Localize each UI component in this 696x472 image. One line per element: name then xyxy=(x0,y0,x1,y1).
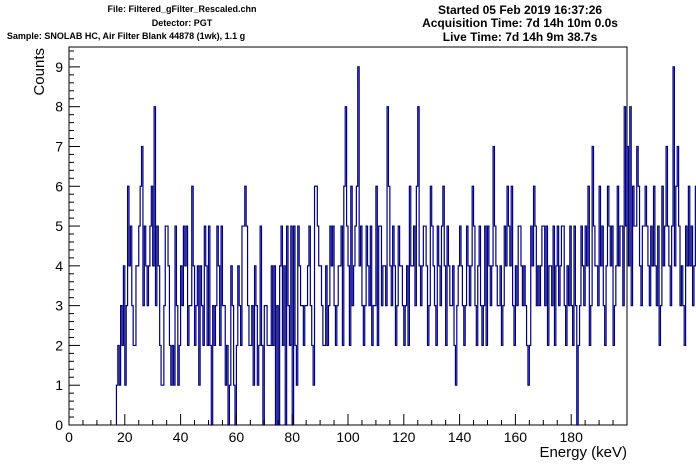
y-tick-label: 0 xyxy=(55,417,63,433)
x-axis-label: Energy (keV) xyxy=(539,444,627,461)
x-tick-label: 100 xyxy=(336,429,360,445)
x-tick-label: 80 xyxy=(284,429,300,445)
y-tick-label: 8 xyxy=(55,99,63,115)
detector-label: Detector: PGT xyxy=(151,18,213,28)
y-tick-label: 9 xyxy=(55,59,63,75)
x-tick-label: 0 xyxy=(65,429,73,445)
started-label: Started 05 Feb 2019 16:37:26 xyxy=(437,3,603,17)
x-tick-label: 120 xyxy=(392,429,416,445)
file-label: File: Filtered_gFilter_Rescaled.chn xyxy=(107,4,257,14)
acquisition-time-label: Acquisition Time: 7d 14h 10m 0.0s xyxy=(422,16,618,30)
live-time-label: Live Time: 7d 14h 9m 38.7s xyxy=(442,30,598,44)
y-tick-label: 2 xyxy=(55,337,63,353)
spectrum-line xyxy=(115,66,696,426)
y-tick-label: 4 xyxy=(55,258,63,274)
x-tick-label: 140 xyxy=(448,429,472,445)
y-tick-label: 5 xyxy=(55,218,63,234)
x-tick-label: 40 xyxy=(173,429,189,445)
x-tick-label: 180 xyxy=(560,429,584,445)
x-tick-label: 160 xyxy=(504,429,528,445)
sample-label: Sample: SNOLAB HC, Air Filter Blank 4487… xyxy=(6,31,246,41)
y-tick-label: 1 xyxy=(55,377,63,393)
y-tick-label: 7 xyxy=(55,138,63,154)
y-tick-label: 6 xyxy=(55,178,63,194)
x-tick-label: 60 xyxy=(229,429,245,445)
x-tick-label: 20 xyxy=(117,429,133,445)
y-tick-label: 3 xyxy=(55,298,63,314)
y-axis-label: Counts xyxy=(31,48,48,96)
